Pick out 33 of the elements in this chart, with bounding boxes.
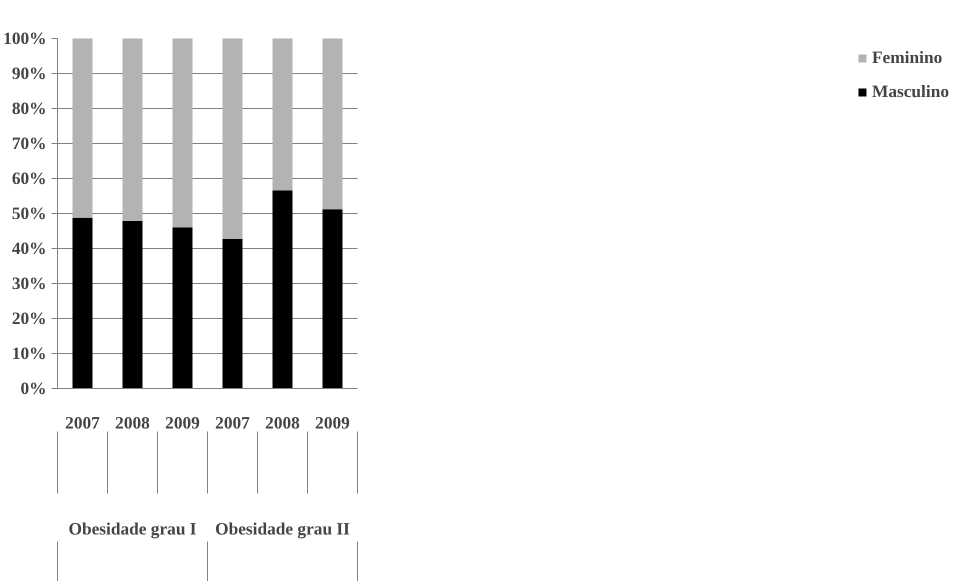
x-tick-label: 2008 <box>265 414 300 432</box>
y-tick-label: 50% <box>12 204 46 223</box>
x-tick-label: 2009 <box>315 414 350 432</box>
x-tick-label: 2007 <box>65 414 100 432</box>
y-tick-label: 100% <box>3 29 47 48</box>
bar <box>72 38 92 218</box>
y-tick-label: 70% <box>12 134 46 153</box>
bar <box>172 228 192 388</box>
y-tick-label: 10% <box>12 344 46 363</box>
x-tick-label: 2009 <box>165 414 200 432</box>
bar <box>222 239 242 388</box>
y-tick-label: 90% <box>12 64 46 83</box>
y-tick-label: 30% <box>12 274 46 293</box>
text: Obesidade grau II <box>215 520 350 538</box>
bar <box>322 38 342 210</box>
legend-label: Feminino <box>872 48 942 68</box>
y-tick-label: 80% <box>12 99 46 118</box>
bar <box>72 218 92 388</box>
y-tick-label: 20% <box>12 309 46 328</box>
x-tick-label: 2008 <box>115 414 150 432</box>
y-tick-label: 60% <box>12 169 46 188</box>
bar <box>272 190 292 388</box>
x-tick-label: 2007 <box>215 414 250 432</box>
bar <box>322 209 342 388</box>
bar <box>122 220 142 388</box>
y-tick-label: 40% <box>12 239 46 258</box>
bar <box>222 38 242 240</box>
bar <box>172 38 192 228</box>
text: Obesidade grau I <box>68 520 197 538</box>
legend-label: Masculino <box>872 82 949 102</box>
bar <box>272 38 292 190</box>
bar <box>122 38 142 221</box>
y-tick-label: 0% <box>20 379 47 398</box>
